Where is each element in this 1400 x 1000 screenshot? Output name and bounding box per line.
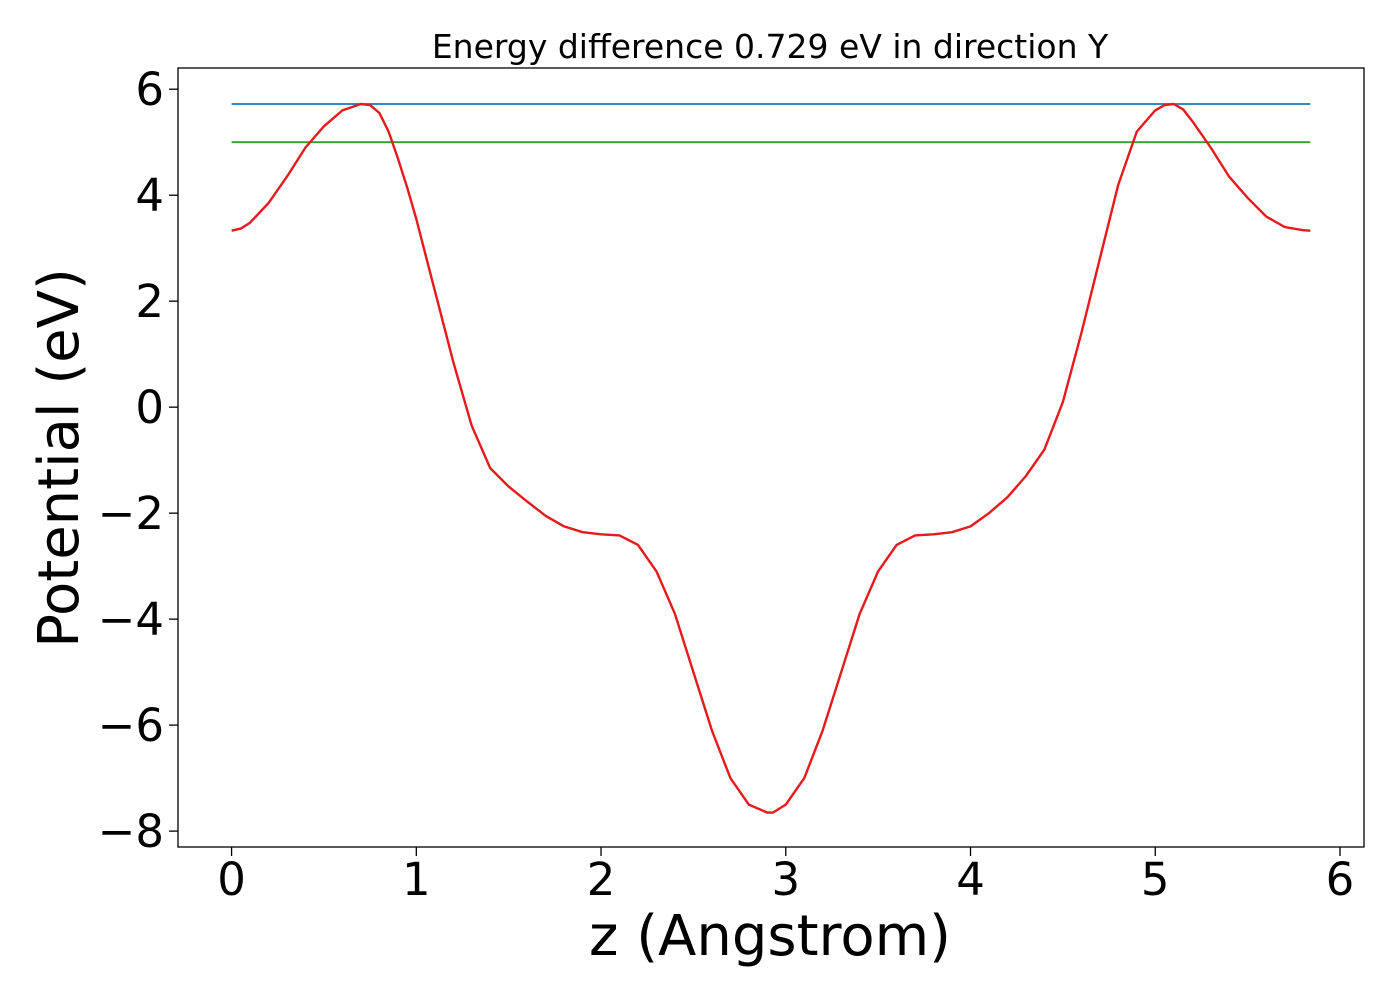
x-tick-label: 3: [771, 853, 800, 906]
x-tick-label: 2: [587, 853, 616, 906]
series-line-3: [231, 102, 1311, 814]
y-axis-label: Potential (eV): [27, 268, 92, 648]
y-tick-label: −6: [98, 699, 164, 752]
y-tick-label: 2: [135, 275, 164, 328]
x-tick-label: 4: [956, 853, 985, 906]
x-tick-label: 6: [1326, 853, 1355, 906]
x-tick-label: 1: [402, 853, 431, 906]
y-tick-label: −8: [98, 805, 164, 858]
y-tick-label: −4: [98, 593, 164, 646]
x-tick-label: 5: [1141, 853, 1170, 906]
y-tick-label: 6: [135, 63, 164, 116]
y-tick-label: 0: [135, 381, 164, 434]
x-ticks: 0 1 2 3 4 5 6: [217, 847, 1354, 906]
x-axis-label: z (Angstrom): [589, 904, 951, 969]
y-tick-label: −2: [98, 487, 164, 540]
y-tick-label: 4: [135, 169, 164, 222]
chart-title: Energy difference 0.729 eV in direction …: [432, 27, 1109, 66]
plot-area-frame: [177, 67, 1365, 848]
y-ticks: −8 −6 −4 −2 0 2 4 6: [98, 63, 178, 858]
x-tick-label: 0: [217, 853, 246, 906]
series-layer: [231, 102, 1311, 814]
